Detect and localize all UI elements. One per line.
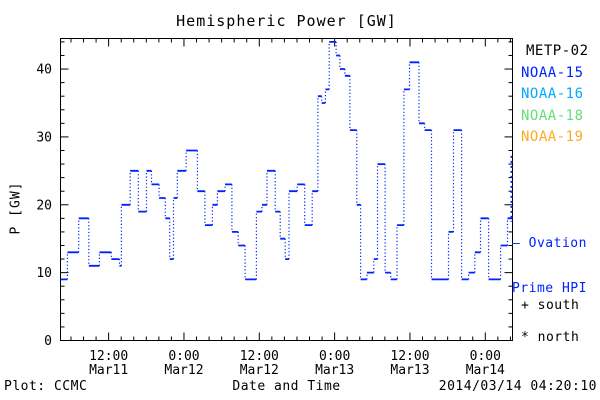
ovation-legend-line2: Prime HPI [512, 281, 587, 296]
y-tick-label: 20 [36, 198, 52, 213]
plot-credit: Plot: CCMC [4, 379, 88, 394]
ovation-legend-line1: — Ovation [512, 236, 587, 251]
satellite-legend: METP-02 NOAA-15 NOAA-16 NOAA-18 NOAA-19 [521, 41, 589, 149]
legend-item-metp-02: METP-02 [526, 43, 589, 59]
y-tick-label: 10 [36, 266, 52, 281]
south-marker-label: + south [521, 298, 580, 313]
y-tick-labels: 0 10 20 30 40 [36, 63, 52, 349]
north-marker-label: * north [521, 330, 580, 345]
legend-item-noaa-18: NOAA-18 [521, 107, 584, 124]
axis-ticks [60, 38, 513, 341]
x-tick-date: Mar12 [240, 363, 279, 378]
x-tick-labels: 12:00Mar110:00Mar1212:00Mar120:00Mar1312… [89, 349, 505, 378]
x-tick-time: 12:00 [390, 349, 429, 364]
x-tick-date: Mar14 [466, 363, 505, 378]
legend-item-noaa-16: NOAA-16 [521, 86, 584, 102]
x-tick-date: Mar13 [390, 363, 429, 378]
hpi-step-line [60, 41, 513, 281]
x-tick-time: 0:00 [319, 349, 350, 364]
y-tick-label: 30 [36, 130, 52, 145]
hpi-step-risers [66, 41, 509, 280]
ovation-prime-legend: — Ovation Prime HPI [512, 206, 600, 326]
x-axis-label: Date and Time [232, 379, 341, 394]
legend-item-noaa-19: NOAA-19 [521, 129, 584, 145]
legend-item-noaa-15: NOAA-15 [521, 64, 584, 81]
plot-timestamp: 2014/03/14 04:20:10 [438, 379, 597, 394]
x-tick-time: 12:00 [240, 349, 279, 364]
page-title: Hemispheric Power [GW] [176, 12, 397, 30]
x-tick-time: 0:00 [168, 349, 199, 364]
y-tick-label: 40 [36, 63, 52, 78]
x-tick-date: Mar12 [164, 363, 203, 378]
x-tick-date: Mar11 [89, 363, 128, 378]
y-axis-label: P [GW] [8, 181, 24, 235]
x-tick-time: 0:00 [470, 349, 501, 364]
y-tick-label: 0 [44, 334, 52, 349]
x-tick-time: 12:00 [89, 349, 128, 364]
plot-frame [60, 38, 513, 341]
x-tick-date: Mar13 [315, 363, 354, 378]
